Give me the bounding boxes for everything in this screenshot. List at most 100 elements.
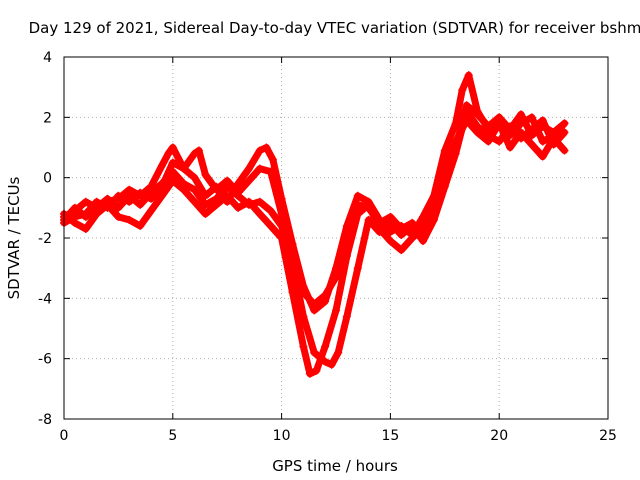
data-point xyxy=(244,164,253,173)
data-point xyxy=(255,209,264,218)
y-tick-label: 4 xyxy=(43,50,52,66)
series-trace xyxy=(60,107,568,369)
data-point xyxy=(538,137,547,146)
data-point xyxy=(397,224,406,233)
data-point xyxy=(321,291,330,300)
data-point xyxy=(168,158,177,167)
data-point xyxy=(266,206,275,215)
axes: 0 5 10 15 20 25 -8 -6 -4 -2 0 2 4 xyxy=(38,50,617,444)
data-point xyxy=(223,191,232,200)
data-point xyxy=(223,176,232,185)
y-tick-label: 0 xyxy=(43,171,52,187)
data-point xyxy=(164,149,173,158)
data-point xyxy=(125,215,134,224)
data-point xyxy=(419,230,428,239)
data-point xyxy=(168,176,177,185)
data-point xyxy=(81,224,90,233)
data-point xyxy=(262,143,271,152)
data-point xyxy=(234,179,243,188)
data-point xyxy=(310,348,319,357)
data-point xyxy=(560,146,569,155)
data-point xyxy=(408,218,417,227)
data-point xyxy=(92,197,101,206)
data-point xyxy=(114,191,123,200)
data-point xyxy=(408,234,417,242)
data-point xyxy=(342,240,351,249)
y-tick-label: 2 xyxy=(43,110,52,126)
data-point xyxy=(234,188,243,197)
data-point xyxy=(321,357,330,366)
data-point xyxy=(70,212,79,221)
data-point xyxy=(342,312,351,321)
data-point xyxy=(255,164,264,173)
data-point xyxy=(194,146,203,155)
data-point xyxy=(114,203,123,212)
data-point xyxy=(464,71,473,80)
data-point xyxy=(495,137,504,146)
data-point xyxy=(81,209,90,218)
data-point xyxy=(516,134,525,143)
data-point xyxy=(288,252,297,261)
data-point xyxy=(527,113,536,122)
data-point xyxy=(560,119,569,128)
y-axis-label: SDTVAR / TECUs xyxy=(5,176,23,299)
data-point xyxy=(332,273,340,282)
data-point xyxy=(190,149,199,158)
data-point xyxy=(375,227,384,236)
data-point xyxy=(201,200,210,209)
data-point xyxy=(299,288,308,297)
data-point xyxy=(397,246,406,255)
data-point xyxy=(157,182,166,191)
x-axis-label: GPS time / hours xyxy=(272,457,398,475)
data-point xyxy=(312,366,321,375)
data-point xyxy=(549,140,558,149)
data-point xyxy=(157,161,166,170)
data-point xyxy=(506,125,515,134)
data-point xyxy=(136,200,145,209)
series-trace xyxy=(60,101,568,308)
data-point xyxy=(136,188,145,197)
x-tick-label: 25 xyxy=(599,428,617,444)
data-point xyxy=(277,209,286,218)
data-point xyxy=(125,197,134,206)
data-point xyxy=(327,360,336,369)
y-tick-label: -6 xyxy=(38,352,52,368)
data-point xyxy=(353,200,362,209)
data-point xyxy=(375,218,384,227)
data-point xyxy=(244,200,253,209)
data-point xyxy=(190,173,199,182)
chart-title: Day 129 of 2021, Sidereal Day-to-day VTE… xyxy=(29,19,640,37)
data-point xyxy=(179,164,188,173)
data-point xyxy=(179,179,188,188)
data-point xyxy=(538,122,547,131)
data-series xyxy=(60,101,569,309)
data-point xyxy=(473,110,482,119)
data-point xyxy=(334,348,343,357)
data-point xyxy=(549,128,558,137)
data-point xyxy=(527,140,536,149)
data-point xyxy=(201,209,210,218)
plot-area xyxy=(60,71,569,378)
grid xyxy=(64,57,608,419)
data-point xyxy=(484,122,493,131)
x-tick-label: 20 xyxy=(490,428,508,444)
data-point xyxy=(201,170,210,179)
data-series xyxy=(60,116,569,378)
data-point xyxy=(364,215,373,224)
data-point xyxy=(266,221,275,230)
data-point xyxy=(255,197,264,206)
data-point xyxy=(495,113,504,122)
data-point xyxy=(506,143,515,152)
data-point xyxy=(451,143,460,152)
data-point xyxy=(103,203,112,212)
y-tick-label: -4 xyxy=(38,291,52,307)
data-point xyxy=(429,209,438,218)
data-point xyxy=(147,194,156,203)
y-tick-label: -8 xyxy=(38,412,52,428)
data-point xyxy=(266,167,275,176)
y-tick-label: -2 xyxy=(38,231,52,247)
data-point xyxy=(147,206,156,215)
data-point xyxy=(103,194,112,203)
data-point xyxy=(353,264,362,273)
x-tick-label: 5 xyxy=(168,428,177,444)
